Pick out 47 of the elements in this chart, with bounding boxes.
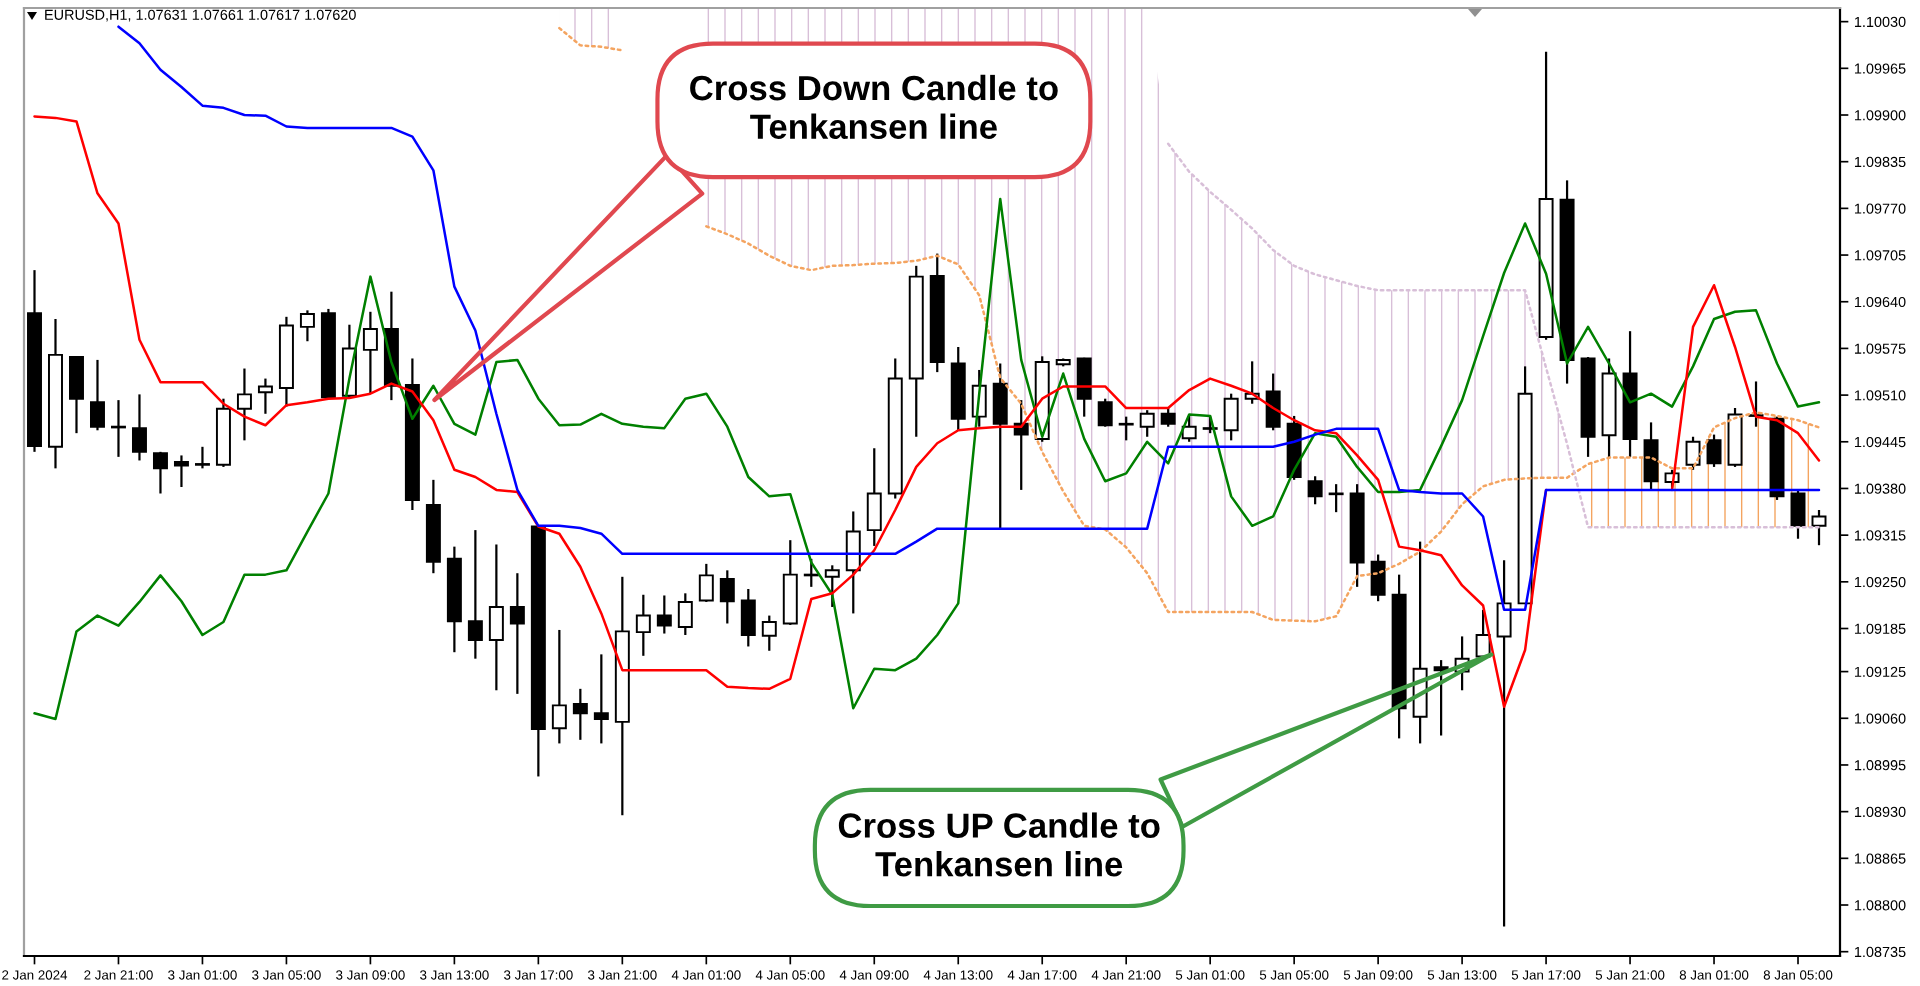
candlestick: [824, 564, 840, 609]
candlestick: [677, 592, 693, 637]
line-series: [33, 197, 1821, 721]
candlestick: [1097, 397, 1113, 428]
candlestick: [1118, 415, 1134, 442]
candlestick: [1706, 433, 1722, 469]
candlestick: [1307, 475, 1323, 506]
candlestick: [173, 454, 189, 489]
candlestick: [1433, 659, 1449, 737]
candlestick: [488, 543, 504, 692]
candlestick: [1496, 559, 1512, 928]
candlestick: [1685, 435, 1701, 471]
candlestick: [90, 358, 105, 432]
candlestick: [299, 309, 315, 343]
candlestick: [467, 529, 483, 660]
candlestick: [1223, 392, 1239, 442]
candlestick: [1160, 406, 1176, 428]
candlestick: [992, 362, 1008, 530]
annotation: Cross Down Candle to Tenkansen line: [690, 74, 1058, 140]
candlestick: [845, 510, 861, 615]
annotation: Cross UP Candle to Tenkansen line: [838, 812, 1160, 877]
candlestick: [593, 653, 609, 745]
candlestick: [257, 377, 273, 415]
candlestick: [656, 594, 672, 635]
candlestick: [866, 447, 882, 548]
candlestick: [236, 367, 252, 442]
candlestick: [69, 355, 84, 435]
candlestick: [1265, 372, 1281, 432]
candlestick: [1790, 488, 1806, 540]
candlestick: [194, 445, 210, 470]
candlestick: [698, 562, 714, 604]
candlestick: [1370, 553, 1386, 603]
candlestick: [572, 687, 588, 741]
candlestick: [635, 593, 651, 657]
candlestick: [152, 450, 168, 495]
candlestick: [761, 614, 777, 652]
candlestick: [740, 587, 756, 648]
candlestick: [1139, 409, 1155, 438]
candlestick: [719, 569, 735, 625]
candlestick: [1643, 421, 1659, 492]
candlestick: [1076, 356, 1092, 418]
candlestick: [1181, 413, 1197, 443]
candlestick: [131, 393, 147, 462]
candlestick: [362, 310, 378, 395]
candlestick: [551, 628, 567, 745]
candlestick: [509, 572, 525, 695]
candlestick: [1811, 508, 1827, 547]
